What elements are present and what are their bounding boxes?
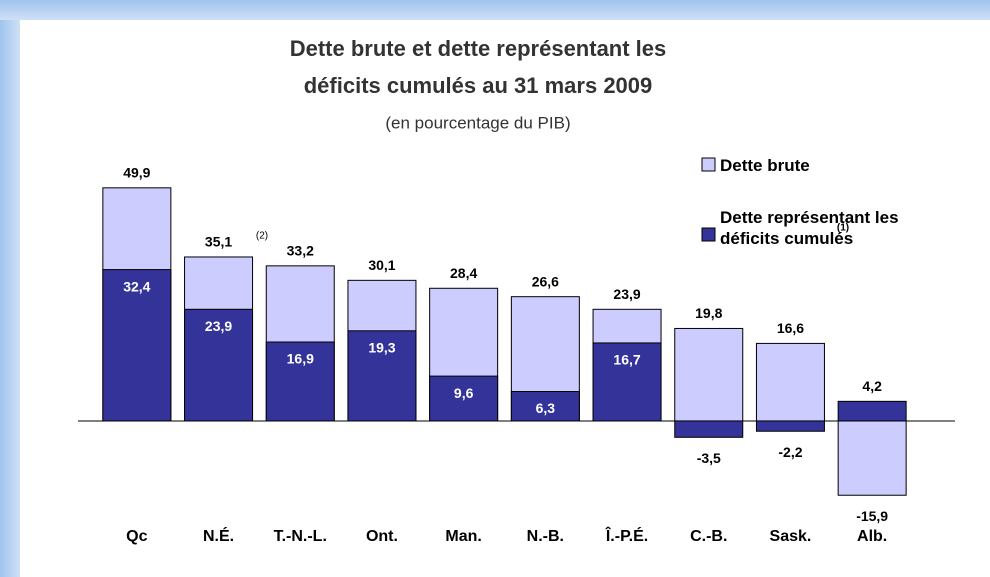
x-tick-label: Ont. — [366, 528, 398, 545]
data-label: 33,2 — [287, 243, 314, 259]
x-tick-label: N.-B. — [527, 528, 564, 545]
x-tick-label: C.-B. — [690, 528, 727, 545]
legend-swatch — [701, 157, 716, 172]
data-label: -15,9 — [856, 508, 888, 524]
bar — [592, 342, 662, 422]
data-label: 6,3 — [536, 400, 556, 416]
footnote-mark: (1) — [837, 223, 849, 234]
data-label: 9,6 — [454, 385, 474, 401]
top-band — [0, 0, 990, 20]
bar — [755, 420, 825, 432]
legend-swatch — [701, 227, 716, 242]
x-tick-label: T.-N.-L. — [274, 528, 327, 545]
data-label: -3,5 — [697, 450, 721, 466]
data-label: 19,8 — [695, 305, 722, 321]
data-label: 35,1 — [205, 234, 232, 250]
panel — [20, 20, 990, 577]
x-tick-label: Alb. — [857, 528, 887, 545]
bar — [674, 327, 744, 422]
data-label: 4,2 — [862, 378, 882, 394]
data-label: 23,9 — [205, 318, 232, 334]
data-label: 32,4 — [123, 278, 150, 294]
x-tick-label: Î.-P.É. — [605, 526, 648, 545]
bar — [347, 330, 417, 422]
legend-label: Dette représentant les déficits cumulés — [720, 208, 899, 248]
data-label: 28,4 — [450, 265, 477, 281]
bar — [837, 400, 907, 422]
data-label: 23,9 — [613, 286, 640, 302]
chart-title: Dette brute et dette représentant les — [290, 36, 667, 61]
x-tick-label: Sask. — [770, 528, 812, 545]
data-label: 16,9 — [287, 351, 314, 367]
data-label: 19,3 — [368, 339, 395, 355]
x-tick-label: Man. — [445, 528, 481, 545]
bar — [102, 269, 172, 422]
bar — [755, 342, 825, 422]
bar — [510, 391, 580, 422]
legend-label: Dette brute — [720, 156, 810, 175]
data-label: -2,2 — [778, 444, 802, 460]
chart-subtitle: (en pourcentage du PIB) — [385, 113, 570, 132]
data-label: 30,1 — [368, 257, 395, 273]
footnote-mark: (2) — [256, 231, 268, 242]
x-tick-label: N.É. — [203, 526, 234, 545]
data-label: 16,7 — [613, 352, 640, 368]
bar — [429, 375, 499, 422]
bar — [674, 420, 744, 438]
bar — [184, 308, 254, 422]
data-label: 49,9 — [123, 165, 150, 181]
x-tick-label: Qc — [126, 528, 147, 545]
data-label: 26,6 — [532, 273, 559, 289]
bar — [265, 341, 335, 422]
chart-title: déficits cumulés au 31 mars 2009 — [304, 73, 653, 98]
data-label: 16,6 — [777, 320, 804, 336]
bar — [837, 420, 907, 496]
